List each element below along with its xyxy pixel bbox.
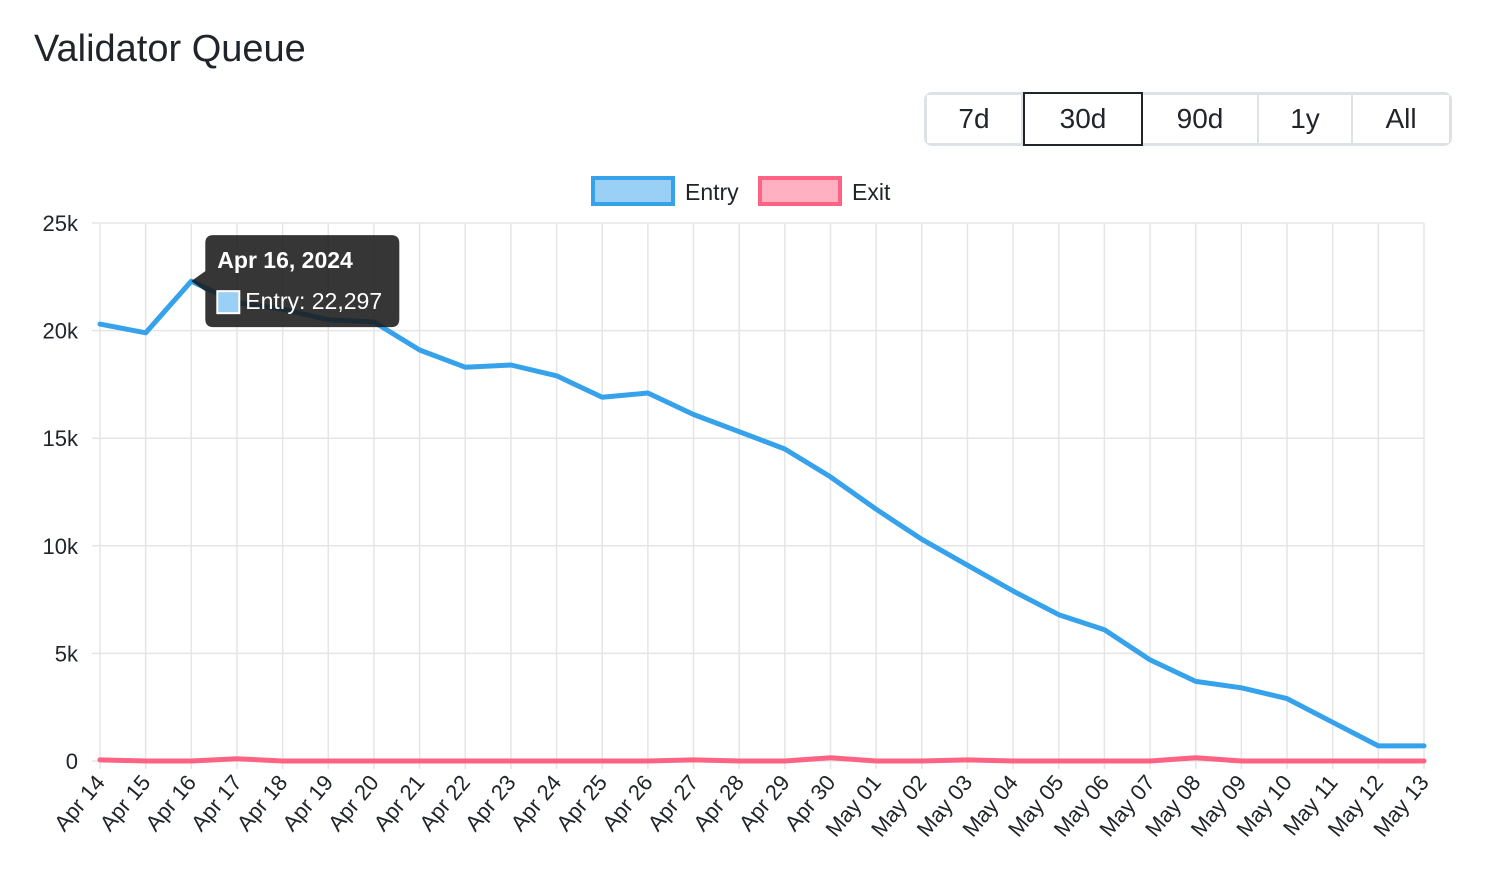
tooltip-box [191, 235, 400, 328]
y-tick-label: 25k [43, 211, 79, 236]
y-axis: 0 5k 10k 15k 20k 25k [43, 211, 79, 774]
chart-series [97, 278, 1427, 764]
entry-series-line[interactable] [97, 278, 1427, 749]
y-tick-label: 5k [55, 641, 79, 666]
tooltip-body: Entry: 22,297 [245, 288, 382, 314]
y-tick-label: 20k [43, 319, 79, 344]
legend-exit[interactable]: Exit [758, 176, 891, 206]
y-tick-label: 0 [66, 749, 78, 774]
tooltip-title: Apr 16, 2024 [217, 247, 353, 273]
y-tick-label: 15k [43, 426, 79, 451]
exit-series-line[interactable] [97, 755, 1427, 764]
range-all-button[interactable]: All [1353, 95, 1449, 143]
legend-exit-label: Exit [852, 179, 891, 205]
range-7d-button[interactable]: 7d [927, 95, 1023, 143]
range-30d-button[interactable]: 30d [1023, 92, 1143, 146]
range-1y-button[interactable]: 1y [1259, 95, 1353, 143]
chart-tooltip: Apr 16, 2024 Entry: 22,297 [191, 235, 400, 328]
legend-entry[interactable]: Entry [591, 176, 739, 206]
legend-entry-swatch [591, 176, 675, 206]
chart-legend: Entry Exit [591, 176, 891, 206]
legend-exit-swatch [758, 176, 842, 206]
page-title: Validator Queue [34, 28, 306, 70]
time-range-selector: 7d 30d 90d 1y All [924, 92, 1452, 146]
legend-entry-label: Entry [685, 179, 739, 205]
range-90d-button[interactable]: 90d [1143, 95, 1259, 143]
tooltip-entry-swatch [216, 290, 241, 315]
y-tick-label: 10k [43, 534, 79, 559]
